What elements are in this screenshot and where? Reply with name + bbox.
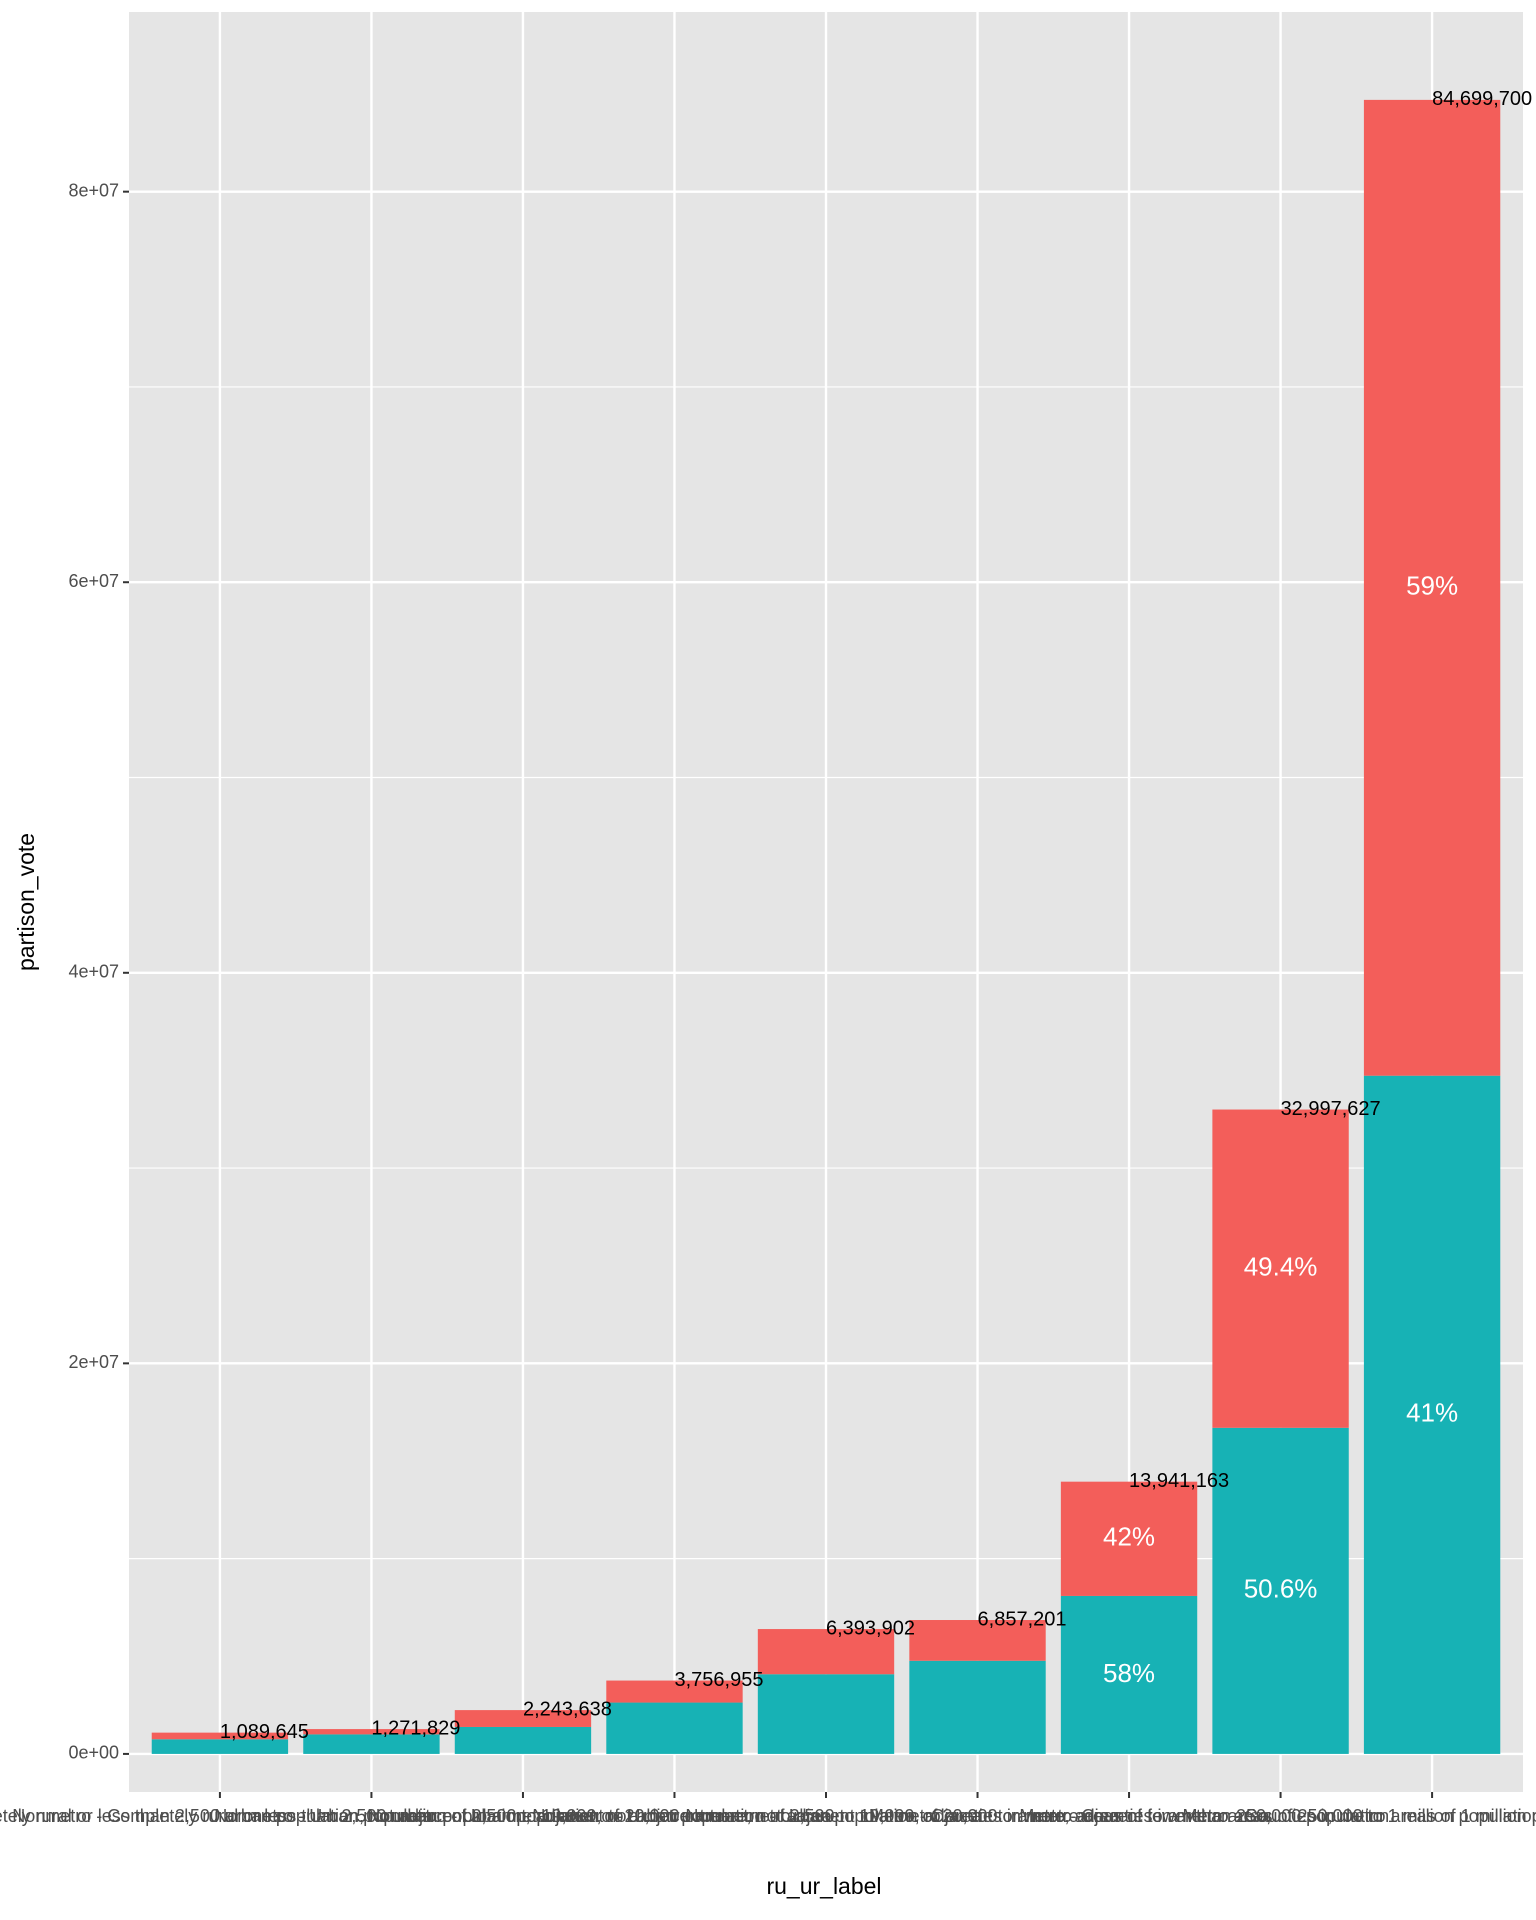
x-tick-label: Nonmetro - Urban population of 20,000 or… <box>367 1806 982 1826</box>
share-label: 42% <box>1103 1522 1155 1552</box>
bar-segment <box>606 1680 743 1703</box>
bar-segment <box>757 1674 895 1754</box>
total-label: 1,089,645 <box>220 1721 309 1743</box>
bar-segment <box>1060 1595 1198 1754</box>
share-label: 41% <box>1406 1398 1458 1428</box>
bar-segment <box>303 1734 440 1754</box>
x-tick-label: Metro - Counties in metro areas of fewer… <box>869 1806 1389 1826</box>
x-tick-label: Metro - Counties in metro areas of 250,0… <box>1019 1806 1536 1826</box>
labels: 1,089,645 1,271,829 2,243,638 3,756,955 6,39… <box>220 88 1532 1743</box>
grid <box>129 12 1523 1792</box>
bar-segment <box>151 1732 289 1740</box>
y-tick-label: 6e+07 <box>68 571 119 591</box>
bar-segment <box>1060 1481 1198 1596</box>
share-label: 49.4% <box>1244 1252 1318 1282</box>
total-label: 32,997,627 <box>1281 1098 1381 1120</box>
bar-segment <box>303 1729 440 1735</box>
bar-segment <box>1212 1427 1349 1754</box>
y-tick-label: 2e+07 <box>68 1352 119 1372</box>
share-label: 58% <box>1103 1658 1155 1688</box>
x-tick-label: Nonmetro - Urban population of 20,000 or… <box>685 1806 1270 1826</box>
bar-segment <box>1363 99 1501 1076</box>
total-label: 1,271,829 <box>371 1717 460 1739</box>
share-label: 50.6% <box>1244 1574 1318 1604</box>
bar-segment <box>909 1620 1046 1661</box>
x-axis-title: ru_ur_label <box>766 1873 881 1899</box>
bar-segment <box>454 1726 592 1754</box>
bar-segment <box>1212 1109 1349 1428</box>
x-tick-label: Metro - Counties in metro areas of 1 mil… <box>1182 1806 1536 1826</box>
bar-segment <box>151 1739 289 1754</box>
axes: 0e+00 2e+07 4e+07 6e+07 8e+07 Nonmetro - Comp… <box>0 180 1536 1825</box>
total-label: 3,756,955 <box>674 1669 763 1691</box>
x-tick-label: Nonmetro - Urban population of 2,500 to … <box>532 1806 1120 1826</box>
bar-segment <box>1363 1075 1501 1754</box>
total-label: 84,699,700 <box>1432 88 1532 110</box>
x-tick-label: Nonmetro - Completely rural or less than… <box>12 1806 731 1826</box>
total-label: 6,857,201 <box>978 1608 1067 1630</box>
marks <box>151 99 1501 1754</box>
bar-segment <box>454 1710 592 1727</box>
bar-segment <box>757 1629 895 1675</box>
y-tick-label: 4e+07 <box>68 962 119 982</box>
bar-segment <box>909 1660 1046 1754</box>
x-tick-label: Nonmetro - Completely rural or less than… <box>0 1806 595 1826</box>
y-tick-label: 0e+00 <box>68 1743 119 1763</box>
y-tick-label: 8e+07 <box>68 180 119 200</box>
y-axis-title: partison_vote <box>13 833 39 971</box>
x-tick-label: Nonmetro - Urban population of 2,500 to … <box>214 1806 832 1826</box>
total-label: 13,941,163 <box>1129 1470 1229 1492</box>
share-label: 59% <box>1406 571 1458 601</box>
bar-segment <box>606 1702 743 1754</box>
total-label: 6,393,902 <box>826 1617 915 1639</box>
total-label: 2,243,638 <box>523 1698 612 1720</box>
